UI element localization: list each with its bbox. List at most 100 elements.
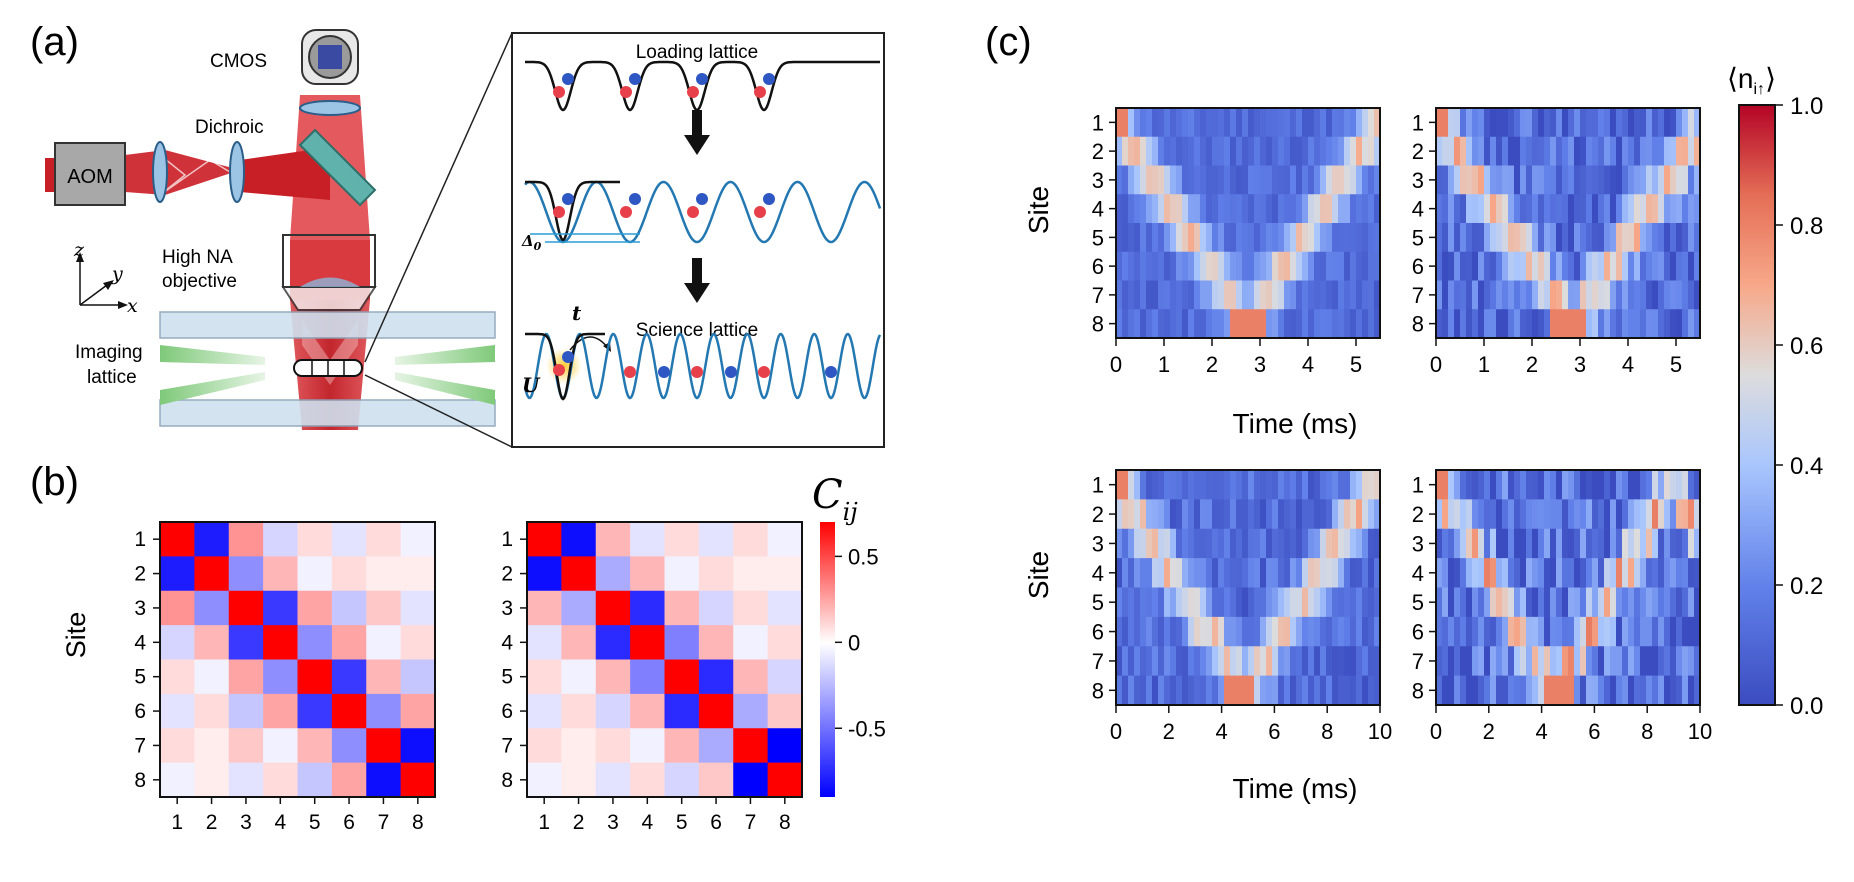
heatmap-cell	[1308, 309, 1315, 339]
heatmap-cell	[527, 590, 562, 626]
heatmap-cell	[1152, 223, 1159, 253]
heatmap-cell	[1442, 309, 1449, 339]
heatmap-cell	[1230, 646, 1237, 677]
correlation-colorbar-label: Cij	[812, 472, 858, 526]
heatmap-cell	[698, 659, 734, 695]
heatmap-cell	[1116, 558, 1123, 589]
heatmap-cell	[1688, 646, 1695, 677]
y-tick-label: 2	[1412, 139, 1424, 164]
heatmap-cell	[1278, 136, 1285, 167]
spin-up-atom	[691, 366, 703, 378]
heatmap-cell	[1526, 499, 1533, 530]
heatmap-cell	[1640, 223, 1647, 253]
heatmap-cell	[1242, 223, 1249, 253]
heatmap-cell	[1598, 108, 1605, 138]
heatmap-cell	[1634, 280, 1641, 310]
spin-down-atom	[629, 73, 641, 85]
heatmap-cell	[1442, 194, 1449, 224]
heatmap-cell	[1152, 136, 1159, 167]
occupation-colorbar-label: ⟨ni↑⟩	[1727, 63, 1776, 98]
heatmap-cell	[1356, 136, 1363, 167]
heatmap-cell	[595, 659, 631, 695]
heatmap-cell	[1284, 108, 1291, 138]
heatmap-cell	[1592, 616, 1599, 647]
heatmap-cell	[1628, 108, 1635, 138]
heatmap-cell	[1652, 587, 1659, 618]
heatmap-cell	[1224, 558, 1231, 589]
heatmap-cell	[1266, 223, 1273, 253]
heatmap-cell	[1290, 646, 1297, 677]
heatmap-cell	[1604, 165, 1611, 195]
heatmap-cell	[1454, 309, 1461, 339]
y-tick-label: 7	[501, 734, 513, 757]
heatmap-cell	[1466, 280, 1473, 310]
heatmap-cell	[1646, 108, 1653, 138]
heatmap-cell	[1236, 280, 1243, 310]
heatmap-cell	[1260, 223, 1267, 253]
heatmap-cell	[1278, 499, 1285, 530]
y-tick-label: 5	[1412, 590, 1424, 615]
heatmap-cell	[1182, 136, 1189, 167]
heatmap-cell	[1466, 470, 1473, 500]
heatmap-cell	[1332, 470, 1339, 500]
heatmap-cell	[1490, 646, 1497, 677]
heatmap-cell	[1140, 309, 1147, 339]
heatmap-cell	[1526, 165, 1533, 195]
heatmap-cell	[1332, 528, 1339, 559]
heatmap-cell	[1164, 470, 1171, 500]
heatmap-cell	[1182, 194, 1189, 224]
heatmap-cell	[1454, 194, 1461, 224]
heatmap-cell	[1694, 616, 1701, 647]
heatmap-cell	[1182, 675, 1189, 706]
heatmap-cell	[1460, 309, 1467, 339]
heatmap-cell	[1128, 646, 1135, 677]
spin-down-atom	[696, 73, 708, 85]
heatmap-cell	[1134, 194, 1141, 224]
y-tick-label: 6	[1092, 620, 1104, 645]
heatmap-cell	[1586, 587, 1593, 618]
heatmap-cell	[1176, 675, 1183, 706]
heatmap-cell	[1556, 223, 1563, 253]
heatmap-cell	[1368, 528, 1375, 559]
heatmap-cell	[1688, 309, 1695, 339]
heatmap-cell	[1538, 646, 1545, 677]
heatmap-cell	[1254, 646, 1261, 677]
heatmap-cell	[263, 693, 298, 729]
heatmap-cell	[1628, 194, 1635, 224]
heatmap-cell	[1544, 108, 1551, 138]
heatmap-cell	[1532, 108, 1539, 138]
heatmap-cell	[1550, 108, 1557, 138]
heatmap-cell	[1532, 223, 1539, 253]
heatmap-cell	[1652, 194, 1659, 224]
heatmap-cell	[1436, 528, 1443, 559]
heatmap-cell	[1484, 165, 1491, 195]
heatmap-cell	[1544, 136, 1551, 167]
heatmap-cell	[160, 625, 195, 660]
heatmap-cell	[1152, 675, 1159, 706]
heatmap-cell	[331, 659, 367, 695]
heatmap-cell	[1640, 616, 1647, 647]
heatmap-cell	[1454, 528, 1461, 559]
heatmap-cell	[1442, 280, 1449, 310]
heatmap-cell	[1688, 675, 1695, 706]
heatmap-cell	[1628, 165, 1635, 195]
heatmap-cell	[527, 762, 562, 798]
heatmap-cell	[1332, 251, 1339, 282]
heatmap-cell	[1302, 587, 1309, 618]
heatmap-cell	[1284, 587, 1291, 618]
x-tick-label: 4	[1622, 352, 1634, 377]
heatmap-cell	[1508, 136, 1515, 167]
heatmap-cell	[1496, 558, 1503, 589]
heatmap-cell	[1460, 223, 1467, 253]
heatmap-cell	[1436, 646, 1443, 677]
heatmap-cell	[1676, 309, 1683, 339]
heatmap-cell	[1350, 528, 1357, 559]
heatmap-cell	[1436, 470, 1443, 500]
heatmap-cell	[527, 625, 562, 660]
heatmap-cell	[1368, 675, 1375, 706]
y-tick-label: 4	[1412, 197, 1424, 222]
heatmap-cell	[1628, 309, 1635, 339]
heatmap-cell	[1248, 528, 1255, 559]
heatmap-cell	[1302, 194, 1309, 224]
heatmap-cell	[1158, 194, 1165, 224]
